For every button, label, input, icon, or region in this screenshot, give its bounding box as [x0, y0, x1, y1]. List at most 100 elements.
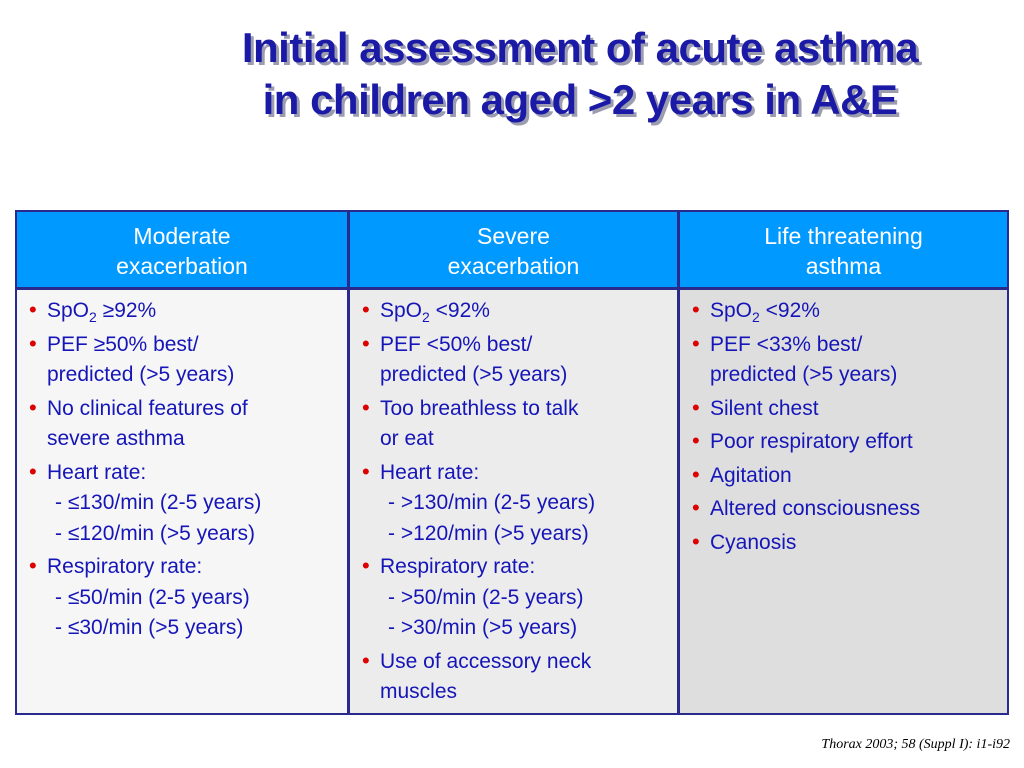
subscript: 2	[89, 309, 97, 326]
column-header: Severe exacerbation	[350, 212, 677, 290]
criterion-item: • Altered consciousness	[692, 494, 999, 525]
slide-title: Initial assessment of acute asthma in ch…	[150, 22, 1010, 126]
assessment-table: Moderate exacerbation • SpO2 ≥92% • PEF ≥50…	[15, 210, 1009, 715]
criterion-item: • Heart rate: - >130/min (2-5 years) - >120…	[362, 458, 669, 550]
bullet-icon: •	[362, 647, 370, 673]
bullet-icon: •	[29, 297, 37, 322]
title-line-2: in children aged >2 years in A&E	[262, 76, 898, 123]
criterion-item: • Respiratory rate: - >50/min (2-5 years) -…	[362, 552, 669, 644]
criterion-item: • Heart rate: - ≤130/min (2-5 years) - ≤120…	[29, 458, 339, 550]
criterion-subitem: - ≤120/min (>5 years)	[55, 521, 256, 545]
criterion-text: Use of accessory neck	[380, 649, 592, 673]
criteria-list: • SpO2 <92% • PEF <33% best/predicted (>5 y…	[692, 296, 999, 558]
criterion-subitem: - >50/min (2-5 years)	[388, 585, 584, 609]
column-header: Life threatening asthma	[680, 212, 1007, 290]
criterion-text: muscles	[380, 680, 458, 703]
criterion-text: Agitation	[710, 463, 792, 487]
bullet-icon: •	[692, 394, 700, 420]
criterion-text: Too breathless to talk	[380, 396, 579, 420]
criterion-text: PEF ≥50% best/	[47, 332, 199, 356]
criterion-text: SpO2 ≥92%	[47, 296, 339, 327]
criterion-text: Altered consciousness	[710, 497, 921, 520]
bullet-icon: •	[692, 330, 700, 356]
criterion-item: • PEF <33% best/predicted (>5 years)	[692, 330, 999, 391]
bullet-icon: •	[362, 394, 370, 420]
criteria-list: • SpO2 <92% • PEF <50% best/predicted (>5 y…	[362, 296, 669, 708]
criterion-item: • SpO2 <92%	[362, 296, 669, 327]
column-life-threatening: Life threatening asthma • SpO2 <92% • PEF <…	[677, 212, 1007, 713]
citation: Thorax 2003; 58 (Suppl I): i1-i92	[821, 737, 1010, 752]
criterion-item: • Use of accessory neck muscles	[362, 647, 669, 708]
column-body: • SpO2 ≥92% • PEF ≥50% best/predicted (>5 y…	[17, 290, 347, 713]
header-line: asthma	[805, 252, 882, 279]
criterion-text: Poor respiratory effort	[710, 430, 913, 453]
criterion-item: • Respiratory rate: - ≤50/min (2-5 years) -…	[29, 552, 339, 644]
bullet-icon: •	[692, 495, 700, 520]
bullet-icon: •	[362, 553, 370, 578]
column-body: • SpO2 <92% • PEF <50% best/predicted (>5 y…	[350, 290, 677, 713]
criterion-subitem: - >30/min (>5 years)	[388, 616, 578, 639]
criterion-text: Heart rate:	[380, 460, 480, 484]
subscript: 2	[422, 309, 430, 326]
criterion-text: SpO2 <92%	[380, 296, 669, 327]
criterion-text: Heart rate:	[47, 460, 147, 484]
criterion-text: predicted (>5 years)	[47, 363, 235, 386]
criterion-text: Respiratory rate:	[380, 555, 536, 578]
criterion-subitem: - >120/min (>5 years)	[388, 521, 589, 545]
header-line: exacerbation	[116, 252, 248, 279]
criterion-label: SpO	[380, 299, 423, 322]
criterion-item: • Silent chest	[692, 394, 999, 425]
criterion-text: Silent chest	[710, 396, 819, 420]
criterion-item: • PEF ≥50% best/predicted (>5 years)	[29, 330, 339, 391]
subscript: 2	[752, 309, 760, 326]
bullet-icon: •	[29, 553, 37, 578]
criterion-label: SpO	[710, 299, 753, 322]
bullet-icon: •	[29, 458, 37, 484]
criterion-subitem: - ≤130/min (2-5 years)	[55, 491, 262, 514]
criterion-text: PEF <33% best/	[710, 332, 863, 356]
bullet-icon: •	[29, 394, 37, 420]
criterion-text: Cyanosis	[710, 530, 797, 554]
column-body: • SpO2 <92% • PEF <33% best/predicted (>5 y…	[680, 290, 1007, 713]
criterion-text: or eat	[380, 427, 434, 450]
criterion-subitem: - ≤30/min (>5 years)	[55, 616, 244, 639]
criterion-item: • PEF <50% best/predicted (>5 years)	[362, 330, 669, 391]
criterion-value: ≥92%	[96, 299, 157, 322]
criterion-text: Respiratory rate:	[47, 555, 203, 578]
criterion-item: • Poor respiratory effort	[692, 427, 999, 458]
bullet-icon: •	[692, 461, 700, 487]
bullet-icon: •	[362, 330, 370, 356]
criterion-item: • Too breathless to talk or eat	[362, 394, 669, 455]
criterion-item: • Cyanosis	[692, 528, 999, 559]
criterion-text: predicted (>5 years)	[380, 363, 568, 386]
bullet-icon: •	[692, 528, 700, 554]
criterion-value: <92%	[429, 299, 490, 322]
criterion-item: • SpO2 <92%	[692, 296, 999, 327]
criteria-list: • SpO2 ≥92% • PEF ≥50% best/predicted (>5 y…	[29, 296, 339, 644]
header-line: Life threatening	[764, 222, 923, 249]
criterion-text: No clinical features of	[47, 396, 248, 420]
bullet-icon: •	[692, 297, 700, 322]
bullet-icon: •	[692, 428, 700, 453]
criterion-subitem: - ≤50/min (2-5 years)	[55, 585, 250, 609]
criterion-subitem: - >130/min (2-5 years)	[388, 491, 596, 514]
bullet-icon: •	[362, 297, 370, 322]
column-moderate: Moderate exacerbation • SpO2 ≥92% • PEF ≥50…	[17, 212, 347, 713]
title-line-1: Initial assessment of acute asthma	[241, 24, 919, 71]
bullet-icon: •	[362, 458, 370, 484]
column-severe: Severe exacerbation • SpO2 <92% • PEF <50% …	[347, 212, 677, 713]
criterion-item: • SpO2 ≥92%	[29, 296, 339, 327]
criterion-text: PEF <50% best/	[380, 332, 533, 356]
bullet-icon: •	[29, 330, 37, 356]
criterion-text: SpO2 <92%	[710, 296, 999, 327]
criterion-label: SpO	[47, 299, 90, 322]
header-line: Severe	[477, 222, 550, 249]
criterion-value: <92%	[759, 299, 820, 322]
criterion-text: severe asthma	[47, 427, 185, 450]
criterion-item: • Agitation	[692, 461, 999, 492]
criterion-item: • No clinical features of severe asthma	[29, 394, 339, 455]
criterion-text: predicted (>5 years)	[710, 363, 898, 386]
header-line: Moderate	[133, 222, 231, 249]
header-line: exacerbation	[447, 252, 580, 279]
column-header: Moderate exacerbation	[17, 212, 347, 290]
